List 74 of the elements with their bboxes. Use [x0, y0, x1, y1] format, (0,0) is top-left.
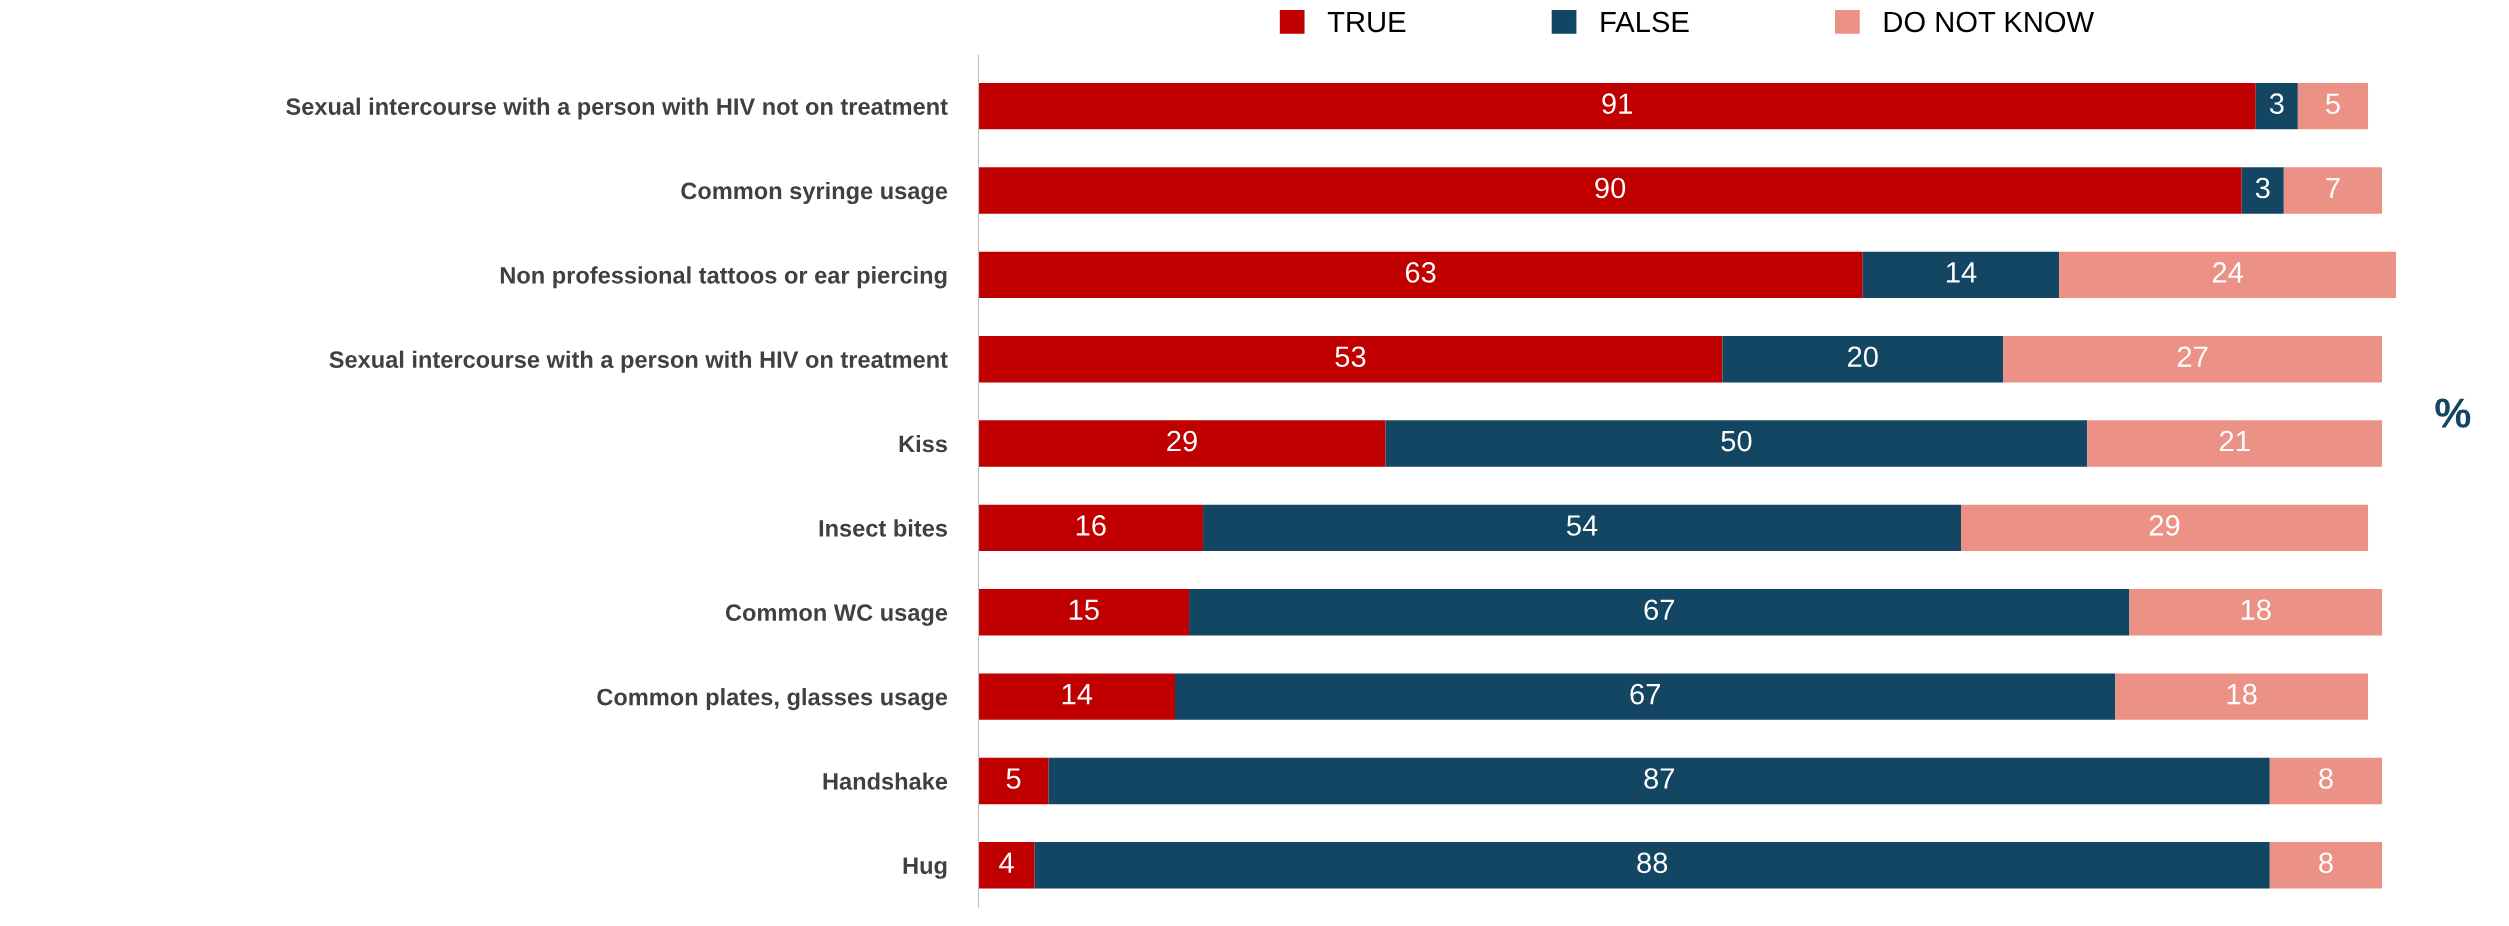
data-label: 20: [1847, 346, 1878, 368]
bar: [2241, 167, 2284, 214]
data-label: 29: [1167, 430, 1197, 452]
data-label: 8: [2319, 852, 2333, 874]
legend-label: TRUE: [1327, 11, 1406, 33]
data-label: 24: [2212, 262, 2244, 283]
data-label: 87: [1644, 768, 1674, 789]
data-label: 14: [1062, 684, 1093, 705]
y-tick-label: Common syringe usage: [681, 181, 948, 205]
bar: [2269, 842, 2383, 889]
y-tick-label: Kiss: [899, 435, 947, 453]
bar: [978, 336, 1723, 383]
bar: [978, 842, 1035, 889]
y-tick-label: Common WC usage: [725, 604, 948, 626]
bar: [2003, 336, 2383, 383]
data-label: 3: [2255, 177, 2270, 199]
bar: [1034, 842, 2270, 889]
bar: [978, 504, 1204, 552]
data-label: 14: [1947, 262, 1977, 283]
data-label: 16: [1076, 515, 1106, 536]
bar: [1722, 336, 2004, 383]
bar: [1862, 251, 2060, 299]
legend-label: DO NOT KNOW: [1884, 11, 2095, 33]
bar: [1203, 504, 1961, 552]
bar: [2269, 757, 2383, 805]
legend-label: FALSE: [1601, 11, 1689, 33]
data-label: 27: [2177, 346, 2208, 367]
bar: [1175, 673, 2116, 720]
data-label: 67: [1644, 599, 1674, 621]
data-label: 50: [1721, 430, 1752, 452]
y-tick-label: Sexual intercourse with a person with HIV on treatment: [329, 350, 948, 373]
bar: [1960, 504, 2369, 552]
data-label: 88: [1637, 852, 1668, 874]
data-label: 5: [1006, 768, 1021, 789]
data-label: 18: [2227, 683, 2257, 705]
data-label: 3: [2269, 93, 2284, 114]
bar: [978, 757, 1049, 805]
bar: [1385, 420, 2088, 467]
data-label: 67: [1630, 683, 1660, 705]
bar: [2129, 589, 2383, 636]
data-label: 91: [1602, 93, 1632, 114]
data-label: 5: [2325, 93, 2340, 114]
text: %: [2435, 398, 2471, 428]
data-label: 29: [2149, 515, 2180, 536]
bar: [2283, 167, 2383, 214]
data-label: 18: [2241, 599, 2271, 621]
bar: [1048, 757, 2270, 805]
bar: [2297, 82, 2369, 130]
bar: [978, 251, 1863, 299]
bar: [2059, 251, 2397, 299]
bar: [978, 420, 1386, 467]
y-tick-label: Hug: [903, 857, 947, 879]
bar: [978, 167, 2242, 214]
bar: [978, 673, 1176, 720]
bar: [2087, 420, 2383, 467]
bar: [1189, 589, 2130, 636]
data-label: 63: [1405, 262, 1436, 283]
data-label: 15: [1069, 599, 1099, 621]
bar: [978, 82, 2256, 130]
y-tick-label: Sexual intercourse with a person with HIV not on treatment: [286, 97, 948, 120]
y-tick-label: Insect bites: [819, 519, 947, 537]
data-label: 8: [2319, 768, 2333, 789]
data-label: 21: [2219, 430, 2250, 452]
data-label: 90: [1595, 177, 1626, 199]
data-label: 53: [1335, 346, 1366, 368]
data-label: 7: [2326, 177, 2340, 199]
y-tick-label: Common plates, glasses usage: [597, 688, 948, 711]
y-tick-label: Handshake: [823, 772, 948, 790]
y-tick-label: Non professional tattoos or ear piercing: [500, 266, 947, 289]
data-label: 54: [1566, 515, 1598, 536]
bar: [2115, 673, 2369, 720]
data-label: 4: [999, 852, 1014, 873]
bar: [2255, 82, 2298, 130]
bar: [978, 589, 1190, 636]
